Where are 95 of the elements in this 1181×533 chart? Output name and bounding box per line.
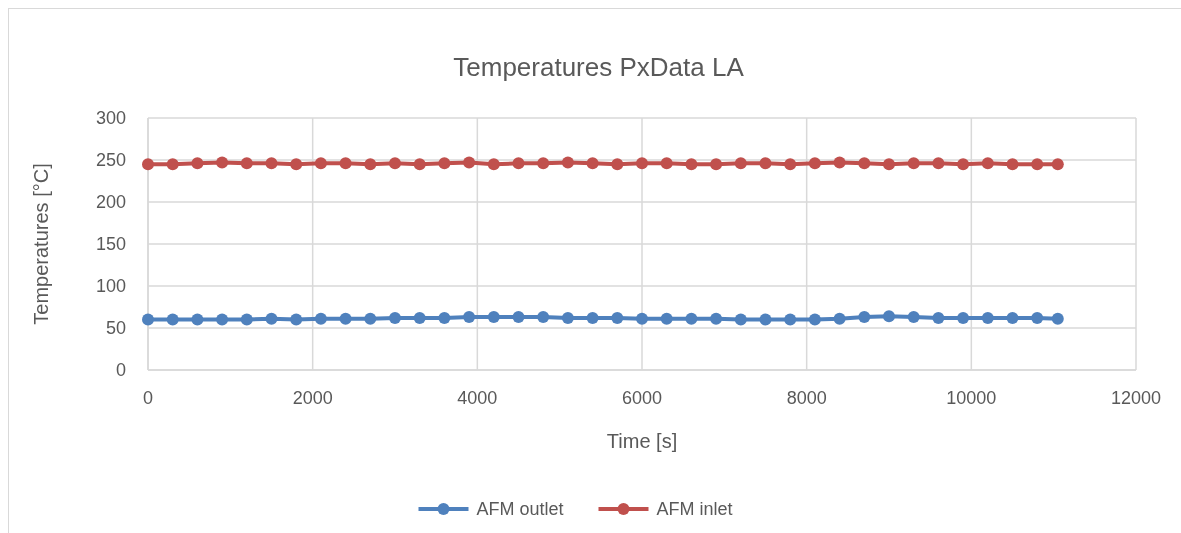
point [907, 157, 920, 170]
point [487, 311, 500, 324]
point [907, 311, 920, 324]
legend-label: AFM inlet [656, 499, 733, 520]
point [858, 157, 871, 170]
point [166, 158, 179, 171]
point [932, 157, 945, 170]
y-tick-label: 150 [95, 234, 126, 255]
point [734, 157, 747, 170]
legend-label: AFM outlet [476, 499, 564, 520]
point [1031, 158, 1044, 171]
point [561, 311, 574, 324]
point [364, 312, 377, 325]
y-tick-label: 250 [95, 150, 126, 171]
point [512, 311, 525, 324]
point [240, 157, 253, 170]
point [981, 157, 994, 170]
point [1051, 158, 1064, 171]
point [438, 157, 451, 170]
point [364, 158, 377, 171]
point [981, 311, 994, 324]
point [660, 312, 673, 325]
x-tick-label: 6000 [621, 388, 663, 408]
y-axis-title: Temperatures [°C] [30, 163, 52, 325]
point [710, 312, 723, 325]
point [191, 157, 204, 170]
point [808, 157, 821, 170]
point [487, 158, 500, 171]
point [1006, 158, 1019, 171]
point [636, 157, 648, 170]
x-axis-title: Time [s] [606, 430, 678, 452]
point [883, 158, 895, 171]
x-tick-label: 2000 [292, 388, 333, 408]
point [240, 313, 253, 326]
point [512, 157, 525, 170]
point [265, 312, 278, 325]
x-tick-label: 8000 [786, 388, 827, 408]
x-tick-label: 10000 [946, 388, 997, 408]
point [636, 312, 648, 325]
point [784, 313, 797, 326]
point [808, 313, 821, 326]
point [611, 158, 624, 171]
point [142, 158, 154, 171]
y-tick-label: 0 [115, 360, 126, 381]
x-tick-label: 0 [142, 388, 154, 408]
chart-title: Temperatures PxData LA [453, 52, 745, 82]
x-tick-label: 12000 [1110, 388, 1162, 408]
point [710, 158, 723, 171]
point [463, 156, 476, 169]
y-tick-label: 50 [105, 318, 126, 339]
point [438, 311, 451, 324]
point [314, 312, 327, 325]
point [611, 311, 624, 324]
point [463, 311, 476, 324]
point [166, 313, 179, 326]
point [858, 311, 871, 324]
point [734, 313, 747, 326]
point [784, 158, 797, 171]
point [339, 157, 352, 170]
point [883, 310, 895, 323]
point [265, 157, 278, 170]
point [833, 156, 846, 169]
point [759, 313, 772, 326]
point [957, 311, 970, 324]
point [1006, 311, 1019, 324]
point [339, 312, 352, 325]
point [537, 311, 550, 324]
point [314, 157, 327, 170]
point [660, 157, 673, 170]
point [216, 313, 229, 326]
point [586, 157, 599, 170]
point [932, 311, 945, 324]
point [389, 311, 401, 324]
point [290, 158, 303, 171]
point [586, 311, 599, 324]
point [685, 158, 698, 171]
point [413, 158, 426, 171]
point [759, 157, 772, 170]
y-tick-label: 300 [95, 108, 126, 129]
point [142, 313, 154, 326]
point [216, 156, 229, 169]
point [191, 313, 204, 326]
point [537, 157, 550, 170]
point [290, 313, 303, 326]
point [833, 312, 846, 325]
point [957, 158, 970, 171]
point [389, 157, 401, 170]
point [1031, 311, 1044, 324]
point [413, 311, 426, 324]
point [561, 156, 574, 169]
point [1051, 312, 1064, 325]
x-tick-label: 4000 [457, 388, 498, 408]
y-tick-label: 100 [95, 276, 126, 297]
point [685, 312, 698, 325]
y-tick-label: 200 [95, 192, 126, 213]
